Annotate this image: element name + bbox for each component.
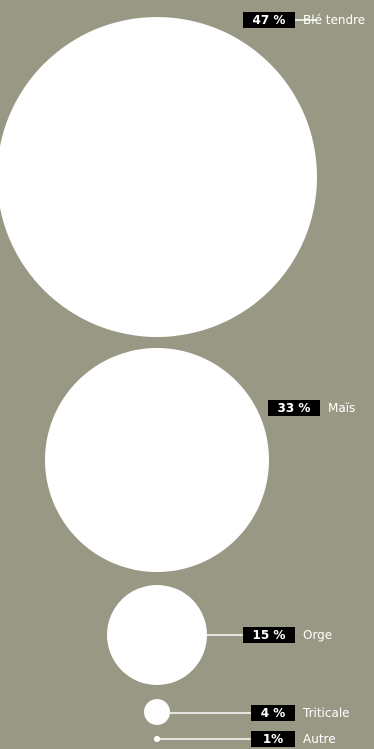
percent-box-autre [251, 731, 295, 747]
percent-box-triticale [251, 705, 295, 721]
bubble-dot-autre [154, 736, 160, 742]
percent-label-autre: 1% [263, 732, 283, 746]
percent-label-bl-tendre: 47 % [253, 13, 286, 27]
percent-box-bl-tendre [243, 12, 295, 28]
bubble-triticale [144, 699, 170, 725]
category-label-ma-s: Maïs [328, 401, 355, 415]
bubble-bl-tendre [0, 17, 317, 337]
category-label-orge: Orge [303, 628, 332, 642]
percent-label-triticale: 4 % [261, 706, 286, 720]
percent-box-ma-s [268, 400, 320, 416]
bubble-ma-s [45, 348, 269, 572]
category-label-autre: Autre [303, 732, 336, 746]
bubble-orge [107, 585, 207, 685]
category-label-bl-tendre: Blé tendre [303, 13, 365, 27]
percent-box-orge [243, 627, 295, 643]
percent-label-orge: 15 % [253, 628, 286, 642]
percent-label-ma-s: 33 % [278, 401, 311, 415]
category-label-triticale: Triticale [302, 706, 350, 720]
